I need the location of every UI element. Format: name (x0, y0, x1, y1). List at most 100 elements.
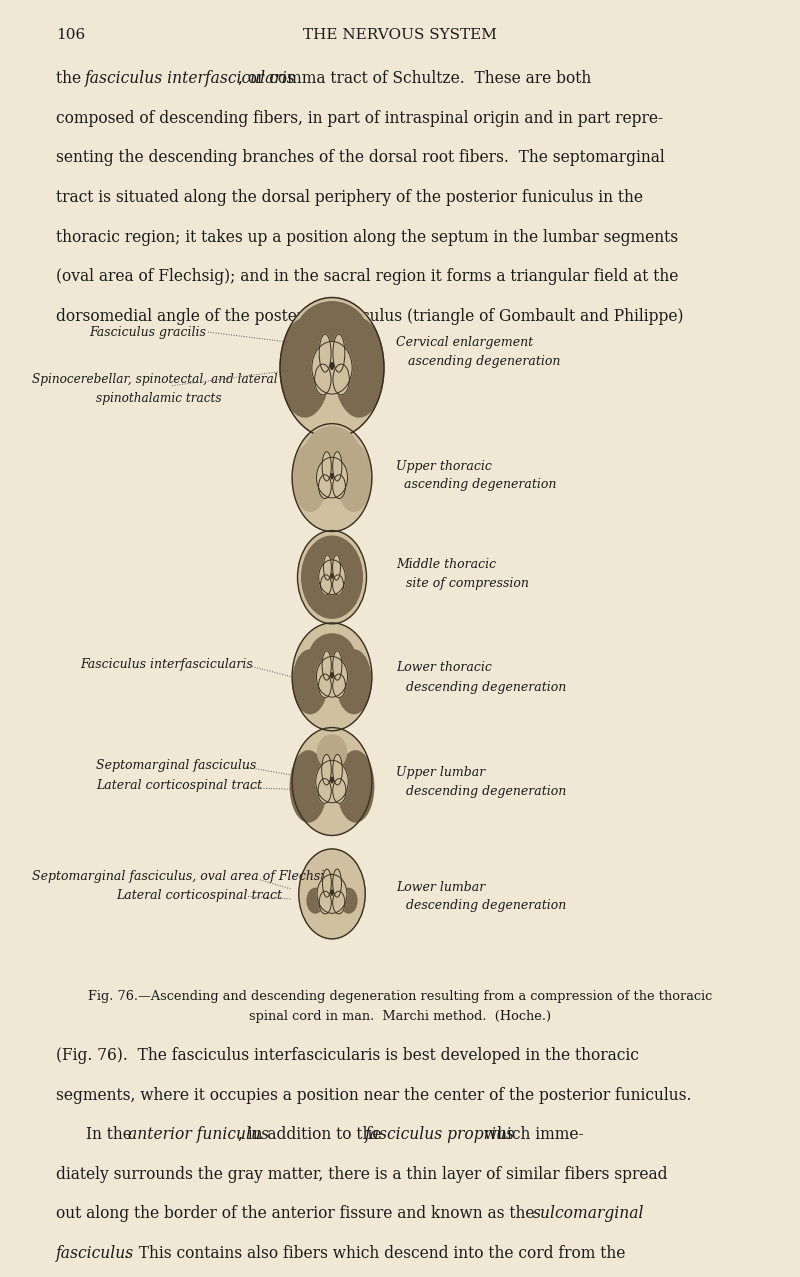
Text: ascending degeneration: ascending degeneration (408, 355, 560, 368)
Ellipse shape (331, 890, 333, 895)
Ellipse shape (333, 475, 346, 498)
Ellipse shape (340, 889, 357, 913)
Text: Lateral corticospinal tract: Lateral corticospinal tract (116, 889, 282, 902)
Text: Lateral corticospinal tract: Lateral corticospinal tract (96, 779, 262, 792)
Ellipse shape (334, 319, 384, 416)
Text: Septomarginal fasciculus, oval area of Flechsig: Septomarginal fasciculus, oval area of F… (32, 870, 332, 882)
Ellipse shape (280, 298, 384, 438)
Ellipse shape (290, 751, 326, 822)
Text: which imme-: which imme- (479, 1126, 584, 1143)
Text: Cervical enlargement: Cervical enlargement (396, 336, 533, 349)
Text: senting the descending branches of the dorsal root fibers.  The septomarginal: senting the descending branches of the d… (56, 149, 665, 166)
Ellipse shape (319, 335, 331, 372)
Text: , or comma tract of Schultze.  These are both: , or comma tract of Schultze. These are … (238, 70, 592, 87)
Ellipse shape (333, 364, 350, 395)
Ellipse shape (318, 779, 331, 803)
Text: ascending degeneration: ascending degeneration (404, 478, 556, 490)
Ellipse shape (333, 555, 341, 580)
Text: descending degeneration: descending degeneration (406, 681, 566, 693)
Text: Septomarginal fasciculus: Septomarginal fasciculus (96, 759, 256, 771)
Ellipse shape (302, 536, 362, 618)
Ellipse shape (331, 573, 333, 578)
Text: segments, where it occupies a position near the center of the posterior funiculu: segments, where it occupies a position n… (56, 1087, 691, 1103)
Ellipse shape (330, 778, 334, 783)
Ellipse shape (318, 475, 331, 498)
Text: thoracic region; it takes up a position along the septum in the lumbar segments: thoracic region; it takes up a position … (56, 229, 678, 245)
Text: fasciculus interfascicularis: fasciculus interfascicularis (85, 70, 295, 87)
Text: descending degeneration: descending degeneration (406, 899, 566, 912)
Text: , in addition to the: , in addition to the (238, 1126, 386, 1143)
Ellipse shape (307, 889, 324, 913)
Text: THE NERVOUS SYSTEM: THE NERVOUS SYSTEM (303, 28, 497, 42)
Ellipse shape (333, 674, 346, 697)
Text: fasciculus: fasciculus (56, 1245, 134, 1262)
Ellipse shape (317, 457, 347, 498)
Text: anterior funiculus: anterior funiculus (128, 1126, 269, 1143)
Ellipse shape (317, 875, 347, 913)
Text: dorsomedial angle of the posterior funiculus (triangle of Gombault and Philippe): dorsomedial angle of the posterior funic… (56, 308, 683, 324)
Ellipse shape (280, 319, 330, 416)
Ellipse shape (338, 751, 374, 822)
Text: composed of descending fibers, in part of intraspinal origin and in part repre-: composed of descending fibers, in part o… (56, 110, 663, 126)
Ellipse shape (333, 891, 345, 914)
Text: out along the border of the anterior fissure and known as the: out along the border of the anterior fis… (56, 1205, 539, 1222)
Text: spinal cord in man.  Marchi method.  (Hoche.): spinal cord in man. Marchi method. (Hoch… (249, 1010, 551, 1023)
Text: tract is situated along the dorsal periphery of the posterior funiculus in the: tract is situated along the dorsal perip… (56, 189, 643, 206)
Ellipse shape (333, 651, 342, 681)
Ellipse shape (293, 650, 327, 714)
Ellipse shape (333, 452, 342, 481)
Text: Spinocerebellar, spinotectal, and lateral: Spinocerebellar, spinotectal, and latera… (32, 373, 278, 386)
Text: Fig. 76.—Ascending and descending degeneration resulting from a compression of t: Fig. 76.—Ascending and descending degene… (88, 990, 712, 1002)
Ellipse shape (337, 444, 371, 511)
Text: (oval area of Flechsig); and in the sacral region it forms a triangular field at: (oval area of Flechsig); and in the sacr… (56, 268, 678, 285)
Text: site of compression: site of compression (406, 577, 529, 590)
Ellipse shape (304, 427, 360, 488)
Ellipse shape (330, 673, 334, 678)
Text: Middle thoracic: Middle thoracic (396, 558, 496, 571)
Text: descending degeneration: descending degeneration (406, 785, 566, 798)
Ellipse shape (294, 301, 370, 375)
Ellipse shape (298, 849, 366, 939)
Ellipse shape (317, 656, 347, 697)
Text: sulcomarginal: sulcomarginal (533, 1205, 644, 1222)
Ellipse shape (322, 651, 331, 681)
Ellipse shape (292, 728, 372, 835)
Text: fasciculus proprius: fasciculus proprius (365, 1126, 515, 1143)
Ellipse shape (318, 674, 331, 697)
Text: diately surrounds the gray matter, there is a thin layer of similar fibers sprea: diately surrounds the gray matter, there… (56, 1166, 667, 1183)
Ellipse shape (321, 575, 331, 595)
Text: Lower thoracic: Lower thoracic (396, 661, 492, 674)
Ellipse shape (333, 335, 345, 372)
Ellipse shape (314, 364, 331, 395)
Text: Fasciculus gracilis: Fasciculus gracilis (90, 326, 206, 338)
Text: Fasciculus interfascicularis: Fasciculus interfascicularis (80, 658, 253, 670)
Ellipse shape (319, 891, 331, 914)
Ellipse shape (323, 555, 331, 580)
Ellipse shape (292, 623, 372, 730)
Ellipse shape (333, 870, 342, 898)
Ellipse shape (292, 424, 372, 531)
Ellipse shape (322, 452, 331, 481)
Text: Upper lumbar: Upper lumbar (396, 766, 486, 779)
Text: 106: 106 (56, 28, 86, 42)
Text: .  This contains also fibers which descend into the cord from the: . This contains also fibers which descen… (124, 1245, 626, 1262)
Text: spinothalamic tracts: spinothalamic tracts (96, 392, 222, 405)
Text: (Fig. 76).  The fasciculus interfascicularis is best developed in the thoracic: (Fig. 76). The fasciculus interfascicula… (56, 1047, 639, 1064)
Ellipse shape (337, 650, 371, 714)
Ellipse shape (330, 363, 334, 369)
Ellipse shape (333, 779, 346, 803)
Ellipse shape (318, 736, 346, 769)
Ellipse shape (309, 633, 355, 686)
Ellipse shape (333, 755, 342, 785)
Ellipse shape (298, 530, 366, 624)
Ellipse shape (318, 559, 346, 595)
Ellipse shape (333, 575, 343, 595)
Ellipse shape (293, 444, 327, 511)
Text: the: the (56, 70, 86, 87)
Text: Lower lumbar: Lower lumbar (396, 881, 486, 894)
Ellipse shape (316, 760, 348, 803)
Ellipse shape (322, 870, 331, 898)
Ellipse shape (322, 755, 331, 785)
Ellipse shape (330, 474, 334, 479)
Text: Upper thoracic: Upper thoracic (396, 460, 492, 472)
